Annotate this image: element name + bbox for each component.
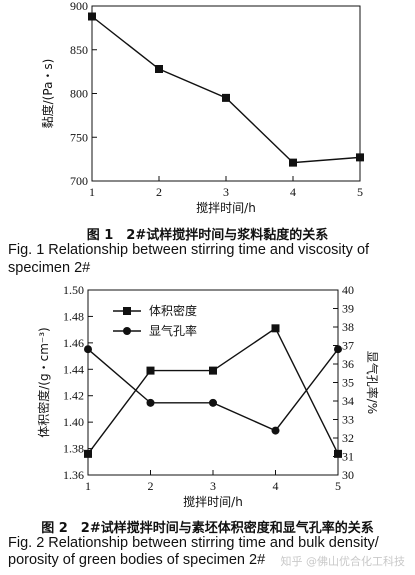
series-1-point: [334, 449, 342, 458]
series-2-point: [209, 398, 217, 407]
fig1-caption-en-line1: Fig. 1 Relationship between stirring tim…: [8, 242, 370, 258]
y-right-tick-label: 37: [342, 339, 354, 353]
fig2-caption-en-line2: porosity of green bodies of specimen 2#: [8, 552, 266, 568]
fig1-caption-zh: 图 1 2#试样搅拌时间与浆料黏度的关系: [86, 228, 329, 243]
fig1-caption-en-line2: specimen 2#: [8, 260, 91, 276]
y-left-tick-label: 1.48: [63, 309, 84, 323]
legend-label: 体积密度: [149, 303, 197, 318]
series-2-point: [146, 398, 155, 407]
y-right-tick-label: 33: [342, 413, 354, 427]
series-1-point: [209, 366, 217, 375]
x-axis-label: 搅拌时间/h: [196, 200, 256, 215]
x-tick-label: 2: [148, 479, 154, 493]
y-left-tick-label: 1.44: [63, 362, 84, 376]
y-axis-label: 黏度/(Pa・s): [40, 59, 55, 129]
viscosity-point: [155, 65, 163, 73]
y-tick-label: 750: [70, 130, 88, 144]
y-left-tick-label: 1.42: [63, 389, 84, 403]
y-right-tick-label: 36: [342, 357, 354, 371]
y-right-tick-label: 31: [342, 450, 354, 464]
y-tick-label: 900: [70, 0, 88, 13]
viscosity-chart: 700 750 800 850 900 1 2 3 4 5 搅拌时间/h 黏度/(Pa・s): [40, 0, 364, 215]
series-1-point: [271, 324, 280, 333]
y-left-tick-label: 1.50: [63, 283, 84, 297]
y-tick-label: 850: [70, 43, 88, 57]
series-2-point: [334, 345, 342, 354]
legend-label: 显气孔率: [149, 323, 197, 338]
y-tick-label: 700: [70, 174, 88, 188]
y-right-tick-label: 30: [342, 468, 354, 482]
y-tick-label: 800: [70, 87, 88, 101]
plot-frame: [87, 289, 339, 476]
watermark: 知乎 @佛山优合化工科技: [280, 555, 406, 568]
y-right-tick-label: 39: [342, 302, 354, 316]
series-2-point: [271, 426, 280, 435]
x-tick-label: 3: [223, 185, 229, 199]
series-1-point: [146, 366, 155, 375]
x-axis-label: 搅拌时间/h: [183, 494, 243, 509]
legend-marker: [123, 327, 131, 335]
viscosity-point: [356, 153, 364, 162]
x-tick-label: 4: [290, 185, 296, 199]
y-left-tick-label: 1.46: [63, 336, 84, 350]
series-1-point: [84, 449, 92, 458]
fig2-caption-en-line1: Fig. 2 Relationship between stirring tim…: [8, 535, 379, 551]
x-tick-label: 2: [156, 185, 162, 199]
x-tick-label: 5: [335, 479, 341, 493]
y-right-tick-label: 35: [342, 376, 354, 390]
y-right-axis-label: 显气孔率/%: [365, 351, 380, 414]
x-tick-label: 5: [357, 185, 363, 199]
fig2-caption-zh: 图 2 2#试样搅拌时间与素坯体积密度和显气孔率的关系: [41, 521, 374, 536]
y-left-axis-label: 体积密度/(g・cm⁻³): [36, 327, 51, 437]
y-left-tick-label: 1.40: [63, 415, 84, 429]
legend-marker: [123, 307, 131, 315]
y-left-tick-label: 1.36: [63, 468, 84, 482]
x-tick-label: 3: [210, 479, 216, 493]
viscosity-point: [88, 12, 96, 21]
series-line-1: [87, 327, 339, 455]
viscosity-point: [289, 158, 297, 167]
y-right-tick-label: 38: [342, 320, 354, 334]
series-line-2: [87, 348, 339, 432]
x-tick-label: 4: [273, 479, 279, 493]
y-right-tick-label: 34: [342, 394, 354, 408]
viscosity-point: [222, 93, 230, 102]
series-2-point: [84, 345, 92, 354]
x-tick-label: 1: [89, 185, 95, 199]
y-right-tick-label: 32: [342, 431, 354, 445]
y-left-tick-label: 1.38: [63, 442, 84, 456]
x-tick-label: 1: [85, 479, 91, 493]
y-right-tick-label: 40: [342, 283, 354, 297]
